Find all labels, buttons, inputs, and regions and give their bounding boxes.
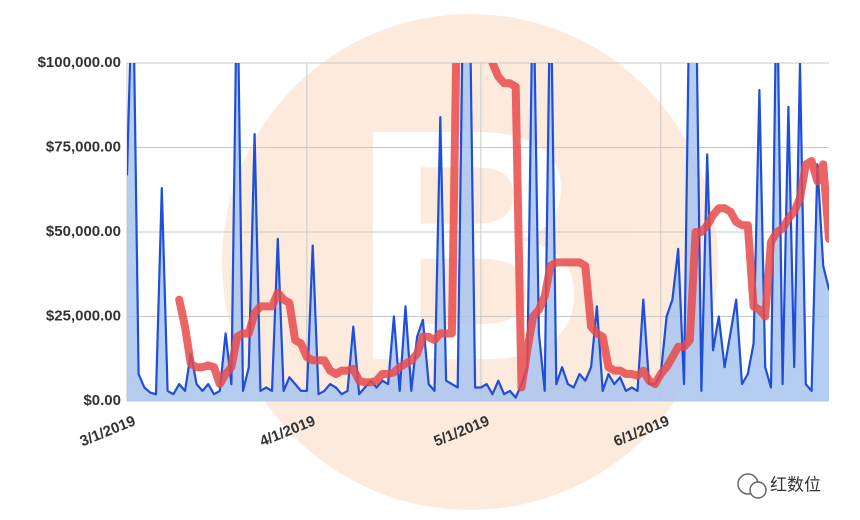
y-tick-label: $100,000.00 (38, 54, 121, 71)
watermark-text: 红数位 (770, 475, 821, 494)
y-tick-label: $0.00 (83, 392, 121, 409)
wechat-badge: 红数位 (737, 473, 821, 499)
y-tick-label: $25,000.00 (46, 307, 121, 324)
y-tick-label: $75,000.00 (46, 138, 121, 155)
y-tick-label: $50,000.00 (46, 223, 121, 240)
line (127, 63, 829, 399)
area (127, 63, 829, 401)
x-tick-label: 3/1/2019 (77, 413, 138, 451)
line (175, 63, 829, 392)
